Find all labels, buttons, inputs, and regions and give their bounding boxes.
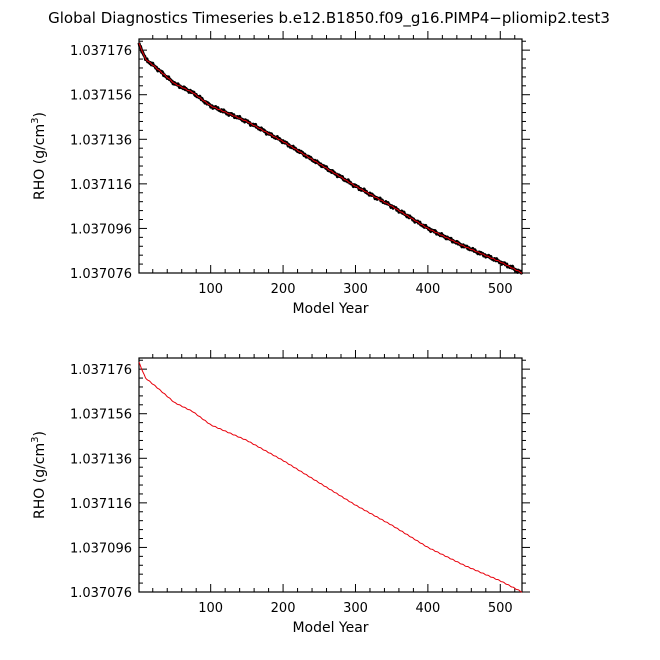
x-axis-label: Model Year (292, 620, 368, 636)
x-tick-label: 400 (415, 601, 440, 616)
plot-frame (138, 38, 523, 274)
y-tick-label: 1.037076 (70, 267, 132, 282)
chart-panel-top: 100 200 300 400 500 1.037076 1.037096 1.037116 1… (30, 31, 530, 317)
x-tick-label: 500 (488, 282, 513, 297)
y-tick-label: 1.037156 (70, 408, 132, 423)
x-tick-label: 500 (488, 601, 513, 616)
y-axis-label: RHO (g/cm3) (30, 431, 48, 519)
x-tick-label: 200 (271, 282, 296, 297)
x-tick-label: 100 (198, 601, 223, 616)
y-tick-label: 1.037116 (70, 178, 132, 193)
y-axis-label: RHO (g/cm3) (30, 112, 48, 200)
plot-frame (138, 357, 523, 593)
x-axis-label: Model Year (292, 301, 368, 317)
y-tick-label: 1.037096 (70, 222, 132, 237)
series-line-annual (137, 42, 524, 275)
y-tick-label: 1.037076 (70, 586, 132, 601)
x-tick-label: 100 (198, 282, 223, 297)
x-tick-label: 300 (343, 282, 368, 297)
y-tick-label: 1.037176 (70, 363, 132, 378)
chart-panel-bottom: 100 200 300 400 500 1.037076 1.037096 1.037116 1… (30, 350, 530, 636)
series-line-smoothed (138, 43, 523, 274)
y-tick-label: 1.037116 (70, 497, 132, 512)
y-tick-label: 1.037136 (70, 133, 132, 148)
series-line-smoothed (138, 362, 523, 593)
y-tick-label: 1.037176 (70, 44, 132, 59)
y-tick-label: 1.037096 (70, 541, 132, 556)
x-tick-label: 400 (415, 282, 440, 297)
x-tick-label: 300 (343, 601, 368, 616)
figure-title: Global Diagnostics Timeseries b.e12.B185… (48, 9, 610, 28)
x-tick-label: 200 (271, 601, 296, 616)
y-tick-label: 1.037156 (70, 89, 132, 104)
y-tick-label: 1.037136 (70, 452, 132, 467)
